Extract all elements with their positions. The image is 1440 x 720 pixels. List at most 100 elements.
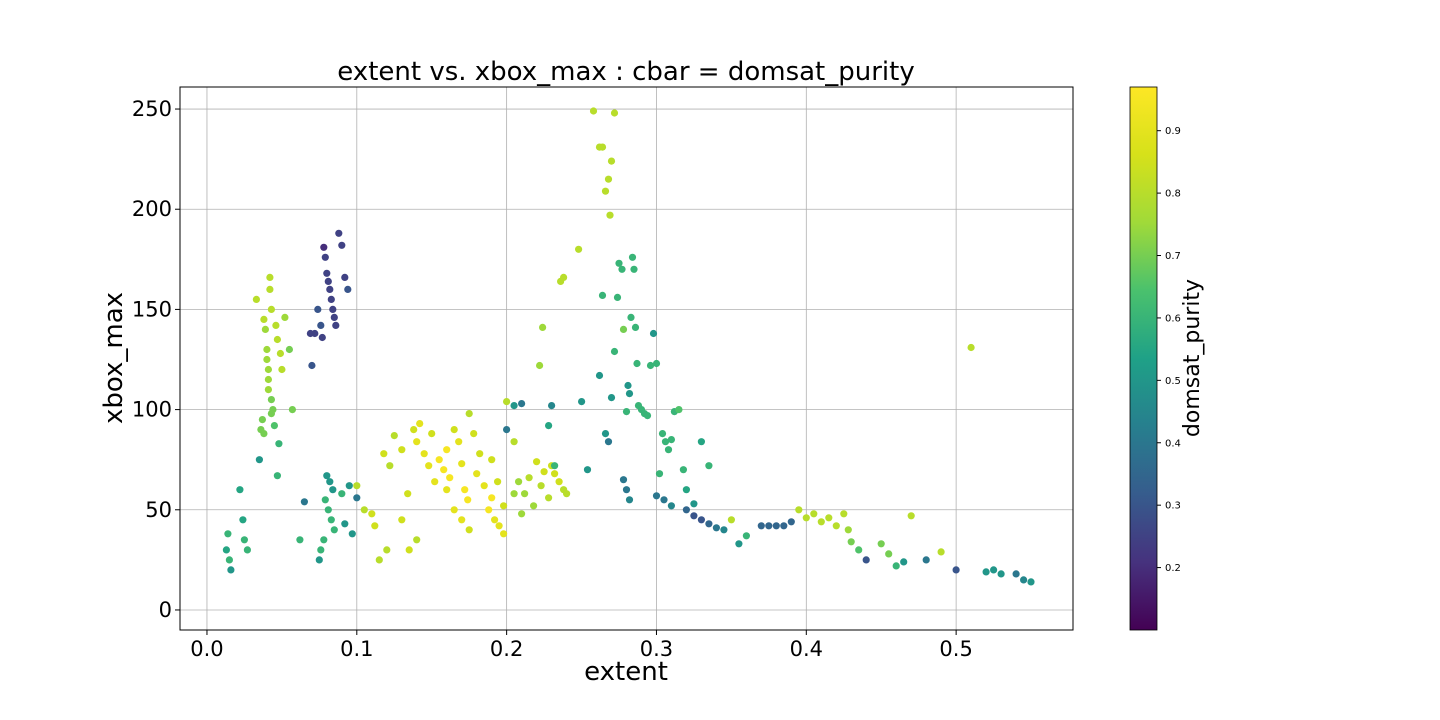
scatter-point [664, 446, 673, 454]
x-tick-label: 0.1 [340, 637, 373, 661]
scatter-point [413, 438, 421, 446]
scatter-point [646, 361, 655, 370]
scatter-point [598, 143, 607, 151]
scatter-point [500, 502, 508, 510]
scatter-point [404, 490, 412, 498]
scatter-point [518, 400, 526, 408]
scatter-point [967, 343, 975, 352]
scatter-point [224, 530, 232, 538]
scatter-point [697, 438, 706, 446]
scatter-point [435, 456, 443, 464]
scatter-point [353, 482, 361, 490]
colorbar-tick-label: 0.4 [1165, 438, 1181, 449]
data-points [222, 107, 1035, 586]
scatter-point [510, 402, 518, 410]
colorbar-tick-label: 0.2 [1165, 563, 1181, 574]
scatter-point [682, 486, 691, 494]
scatter-point [563, 490, 571, 498]
scatter-point [855, 546, 863, 554]
scatter-point [348, 530, 356, 538]
scatter-point [560, 273, 568, 281]
colorbar-tick-label: 0.3 [1165, 501, 1181, 512]
scatter-point [317, 546, 325, 554]
scatter-point [510, 438, 518, 446]
colorbar-tick-label: 0.8 [1165, 189, 1181, 200]
scatter-point [443, 486, 451, 494]
colorbar-tick-label: 0.5 [1165, 376, 1181, 387]
scatter-point [488, 456, 496, 464]
scatter-point [1020, 576, 1028, 584]
scatter-point [240, 536, 248, 544]
scatter-point [390, 432, 398, 440]
scatter-point [450, 506, 458, 514]
scatter-point [810, 510, 818, 518]
scatter-point [455, 438, 463, 446]
scatter-point [278, 365, 286, 374]
scatter-point [604, 438, 613, 446]
scatter-point [667, 436, 676, 444]
scatter-point [619, 476, 628, 484]
scatter-point [495, 522, 503, 530]
scatter-point [473, 470, 481, 478]
scatter-point [267, 396, 275, 404]
scatter-point [613, 293, 622, 301]
scatter-point [485, 506, 493, 514]
scatter-point [320, 243, 328, 251]
scatter-point [795, 506, 803, 514]
x-tick-label: 0.0 [190, 637, 223, 661]
scatter-point [258, 416, 266, 424]
scatter-point [997, 570, 1005, 578]
scatter-point [488, 494, 496, 502]
colorbar [1129, 86, 1158, 631]
plot-frame [179, 86, 1074, 631]
colorbar-tick-label: 0.6 [1165, 313, 1181, 324]
y-tick-label: 100 [132, 398, 172, 422]
scatter-point [380, 450, 388, 458]
scatter-point [255, 456, 263, 464]
scatter-point [324, 506, 332, 514]
scatter-point [539, 323, 547, 331]
scatter-point [525, 474, 533, 482]
scatter-point [285, 345, 293, 354]
scatter-point [622, 486, 631, 494]
scatter-point [667, 502, 676, 510]
scatter-point [440, 466, 448, 474]
scatter-point [465, 526, 473, 534]
scatter-point [324, 277, 332, 285]
scatter-point [598, 291, 607, 299]
scatter-point [727, 516, 736, 524]
scatter-point [652, 492, 661, 500]
scatter-point [323, 269, 331, 277]
scatter-point [273, 472, 281, 480]
scatter-point [264, 365, 272, 374]
scatter-point [273, 335, 281, 344]
scatter-point [275, 440, 283, 448]
colorbar-tick-label: 0.9 [1165, 126, 1181, 137]
scatter-point [697, 516, 706, 524]
scatter-point [225, 556, 233, 564]
scatter-point [655, 470, 664, 478]
scatter-point [601, 430, 610, 438]
scatter-point [690, 500, 698, 508]
scatter-point [1027, 578, 1035, 586]
chart-title: extent vs. xbox_max : cbar = domsat_puri… [337, 57, 914, 87]
scatter-point [630, 265, 638, 273]
scatter-point [578, 398, 586, 406]
scatter-point [619, 325, 628, 333]
scatter-point [353, 494, 361, 502]
scatter-point [952, 566, 960, 574]
scatter-point [583, 466, 592, 474]
colorbar-ticks: 0.2 0.3 0.4 0.5 0.6 0.7 0.8 0.9 [1157, 126, 1181, 574]
scatter-point [802, 514, 810, 522]
x-tick-label: 0.5 [939, 637, 972, 661]
scatter-point [892, 562, 900, 570]
scatter-point [618, 265, 626, 273]
scatter-point [633, 359, 641, 368]
scatter-point [398, 446, 406, 454]
scatter-point [413, 536, 421, 544]
scatter-point [545, 494, 553, 502]
scatter-point [877, 540, 885, 548]
scatter-point [266, 273, 274, 281]
scatter-point [450, 426, 458, 434]
scatter-point [610, 109, 619, 117]
